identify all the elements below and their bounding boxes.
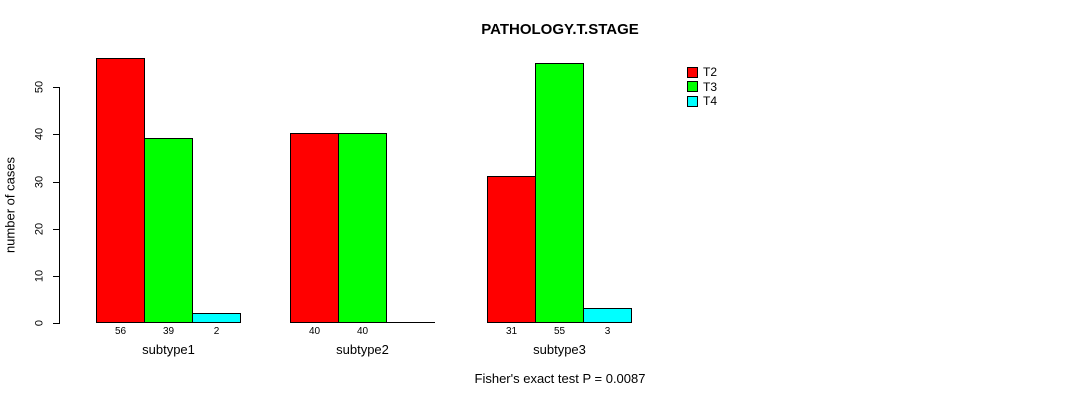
legend-row-T2: T2 (687, 66, 717, 78)
bar-value-subtype3-T3: 55 (553, 326, 566, 337)
bar-subtype2-T3 (338, 133, 387, 323)
legend-swatch-T2 (687, 66, 698, 78)
bar-value-subtype2-T3: 40 (356, 326, 369, 337)
bar-value-subtype1-T3: 39 (162, 326, 175, 337)
y-axis-label: number of cases (2, 156, 18, 254)
y-axis-tick (53, 182, 59, 183)
legend-swatch-T3 (687, 81, 698, 92)
y-axis-tick (53, 323, 59, 324)
bar-subtype1-T3 (144, 138, 193, 323)
legend-row-T4: T4 (687, 95, 717, 107)
legend-swatch-T4 (687, 95, 698, 107)
bar-subtype2-T4-zero-baseline (386, 322, 435, 323)
legend: T2 T3 T4 (687, 66, 717, 110)
y-tick-label: 10 (33, 269, 46, 283)
bar-value-subtype1-T4: 2 (213, 326, 220, 337)
chart-title: PATHOLOGY.T.STAGE (481, 21, 639, 38)
bar-value-subtype2-T2: 40 (308, 326, 321, 337)
bar-subtype1-T4 (192, 313, 241, 323)
category-label-subtype1: subtype1 (142, 342, 195, 357)
legend-row-T3: T3 (687, 81, 717, 93)
category-label-subtype2: subtype2 (336, 342, 389, 357)
bar-value-subtype1-T2: 56 (114, 326, 127, 337)
y-axis-line (59, 87, 60, 324)
y-axis-tick (53, 87, 59, 88)
y-axis-tick (53, 276, 59, 277)
legend-label-T2: T2 (703, 65, 718, 79)
legend-label-T4: T4 (703, 94, 718, 108)
category-label-subtype3: subtype3 (533, 342, 586, 357)
bar-subtype1-T2 (96, 58, 145, 323)
y-tick-label: 0 (33, 319, 46, 327)
y-tick-label: 20 (33, 222, 46, 236)
bar-subtype2-T2 (290, 133, 339, 323)
y-axis-tick (53, 134, 59, 135)
legend-label-T3: T3 (703, 79, 718, 94)
y-tick-label: 40 (33, 127, 46, 141)
bar-value-subtype3-T4: 3 (604, 326, 611, 337)
bar-subtype3-T3 (535, 63, 584, 323)
y-axis-tick (53, 229, 59, 230)
bar-subtype3-T4 (583, 308, 632, 323)
bar-subtype3-T2 (487, 176, 536, 323)
bar-value-subtype3-T2: 31 (505, 326, 518, 337)
y-tick-label: 50 (33, 80, 46, 94)
fisher-test-caption: Fisher's exact test P = 0.0087 (474, 371, 646, 386)
y-tick-label: 30 (33, 175, 46, 189)
